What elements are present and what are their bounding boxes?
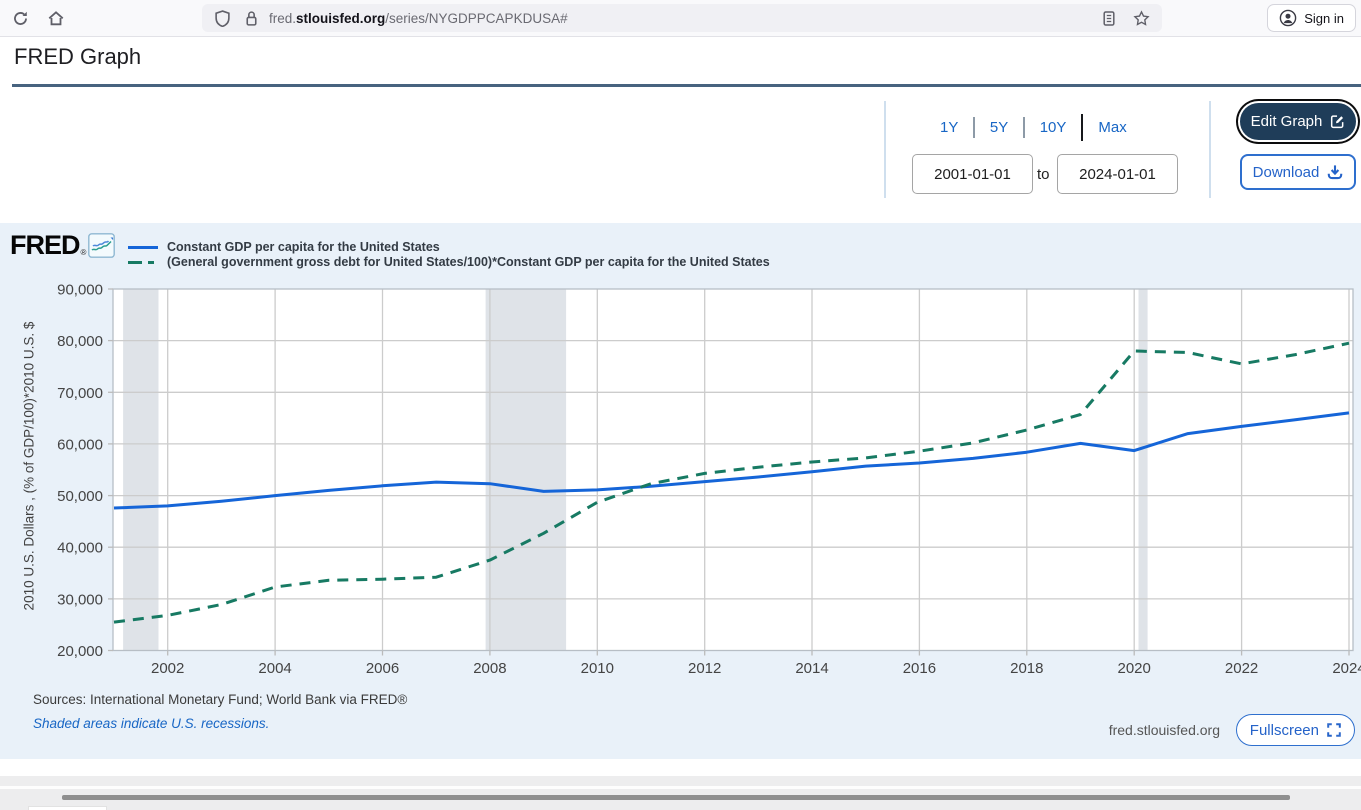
svg-text:2014: 2014 xyxy=(795,660,828,677)
edit-graph-label: Edit Graph xyxy=(1250,113,1323,130)
legend-item-debt: (General government gross debt for Unite… xyxy=(128,255,770,270)
controls-divider-left xyxy=(884,101,886,198)
svg-text:2010: 2010 xyxy=(581,660,614,677)
start-date-input[interactable]: 2001-01-01 xyxy=(912,154,1033,194)
reader-mode-icon[interactable] xyxy=(1100,9,1118,27)
range-selector: 1Y 5Y 10Y Max xyxy=(925,114,1142,141)
edit-icon xyxy=(1330,114,1345,129)
footer-divider xyxy=(0,786,1361,789)
svg-text:50,000: 50,000 xyxy=(57,488,103,505)
horizontal-scrollbar[interactable] xyxy=(62,795,1290,800)
svg-text:2024: 2024 xyxy=(1332,660,1361,677)
svg-text:2022: 2022 xyxy=(1225,660,1258,677)
y-axis-title: 2010 U.S. Dollars , (% of GDP/100)*2010 … xyxy=(21,321,37,611)
fred-trademark: ® xyxy=(80,248,87,257)
sign-in-button[interactable]: Sign in xyxy=(1267,4,1356,32)
chart-panel: 20,000 30,000 40,000 50,000 60,000 70,000 80,0… xyxy=(0,223,1361,759)
svg-text:60,000: 60,000 xyxy=(57,436,103,453)
range-5y[interactable]: 5Y xyxy=(989,119,1009,136)
status-popup-corner xyxy=(28,806,107,810)
url-prefix: fred. xyxy=(269,10,297,26)
title-divider xyxy=(12,84,1361,87)
svg-text:80,000: 80,000 xyxy=(57,333,103,350)
bookmark-star-icon[interactable] xyxy=(1132,9,1150,27)
fred-wordmark: FRED xyxy=(10,230,80,260)
svg-text:2020: 2020 xyxy=(1118,660,1151,677)
fullscreen-icon xyxy=(1327,723,1341,737)
download-button[interactable]: Download xyxy=(1240,154,1356,190)
recessions-note-link[interactable]: Shaded areas indicate U.S. recessions. xyxy=(33,716,270,731)
reload-icon[interactable] xyxy=(10,8,30,28)
footer-area xyxy=(0,776,1361,810)
svg-text:30,000: 30,000 xyxy=(57,591,103,608)
fullscreen-button[interactable]: Fullscreen xyxy=(1235,714,1355,746)
download-label: Download xyxy=(1252,163,1320,181)
fred-chart[interactable]: 20,000 30,000 40,000 50,000 60,000 70,000 80,0… xyxy=(0,223,1361,759)
range-1y[interactable]: 1Y xyxy=(940,119,959,136)
legend-item-gdp: Constant GDP per capita for the United S… xyxy=(128,240,770,255)
range-10y[interactable]: 10Y xyxy=(1039,119,1067,136)
lock-icon xyxy=(242,9,260,27)
legend-swatch-dashed xyxy=(128,261,158,264)
edit-graph-button[interactable]: Edit Graph xyxy=(1240,103,1356,140)
home-icon[interactable] xyxy=(46,8,66,28)
chart-legend: Constant GDP per capita for the United S… xyxy=(128,240,770,271)
svg-text:2006: 2006 xyxy=(366,660,399,677)
end-date-input[interactable]: 2024-01-01 xyxy=(1057,154,1178,194)
url-path: /series/NYGDPPCAPKDUSA# xyxy=(385,10,568,26)
svg-text:2012: 2012 xyxy=(688,660,721,677)
range-max[interactable]: Max xyxy=(1098,119,1127,136)
url-domain: stlouisfed.org xyxy=(296,10,386,26)
svg-text:2002: 2002 xyxy=(151,660,184,677)
fred-logo: FRED ® xyxy=(10,230,116,260)
download-icon xyxy=(1327,164,1343,180)
page-title: FRED Graph xyxy=(14,44,142,69)
svg-text:40,000: 40,000 xyxy=(57,540,103,557)
legend-label-debt: (General government gross debt for Unite… xyxy=(167,255,770,269)
shield-icon xyxy=(213,9,231,27)
url-text: fred.stlouisfed.org/series/NYGDPPCAPKDUS… xyxy=(269,11,568,26)
sign-in-label: Sign in xyxy=(1304,10,1344,26)
fred-chart-logo-icon xyxy=(88,233,116,258)
svg-text:2018: 2018 xyxy=(1010,660,1043,677)
sources-text: Sources: International Monetary Fund; Wo… xyxy=(33,692,408,707)
svg-text:2008: 2008 xyxy=(473,660,506,677)
svg-text:2004: 2004 xyxy=(258,660,291,677)
url-bar[interactable]: fred.stlouisfed.org/series/NYGDPPCAPKDUS… xyxy=(202,4,1162,32)
controls-divider-right xyxy=(1209,101,1211,198)
svg-text:2016: 2016 xyxy=(903,660,936,677)
fullscreen-label: Fullscreen xyxy=(1249,721,1319,739)
svg-text:70,000: 70,000 xyxy=(57,385,103,402)
account-icon xyxy=(1279,9,1297,27)
legend-swatch-solid xyxy=(128,246,158,249)
browser-toolbar: fred.stlouisfed.org/series/NYGDPPCAPKDUS… xyxy=(0,0,1361,37)
svg-text:90,000: 90,000 xyxy=(57,282,103,299)
bottom-white-strip xyxy=(0,759,1361,776)
legend-label-gdp: Constant GDP per capita for the United S… xyxy=(167,240,440,254)
date-to-label: to xyxy=(1037,166,1050,183)
fred-watermark: fred.stlouisfed.org xyxy=(1108,722,1220,738)
svg-text:20,000: 20,000 xyxy=(57,643,103,660)
